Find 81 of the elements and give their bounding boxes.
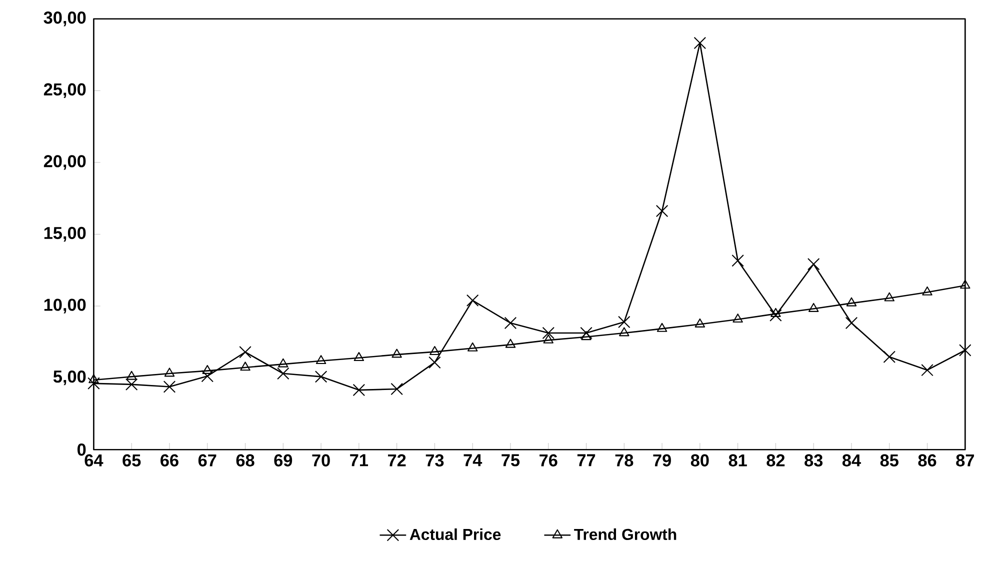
point: [732, 254, 744, 267]
point: [922, 286, 932, 296]
x-tick-label: 71: [350, 454, 368, 466]
y-tick-label: 10,00: [44, 298, 86, 314]
point: [392, 348, 402, 358]
x-tick-label: 79: [653, 454, 671, 467]
point: [732, 314, 743, 323]
point: [390, 383, 403, 396]
point: [505, 338, 516, 348]
point: [201, 370, 214, 382]
point: [504, 316, 517, 330]
legend-label: Trend Growth: [574, 528, 676, 540]
point: [467, 342, 478, 352]
x-tick-label: 83: [804, 454, 823, 467]
x-tick-label: 69: [274, 454, 292, 467]
point: [88, 377, 100, 390]
point: [316, 355, 326, 364]
x-tick-label: 72: [388, 454, 406, 466]
point: [846, 297, 857, 306]
y-tick-label: 30,00: [44, 12, 86, 26]
point: [845, 316, 858, 330]
point: [352, 384, 366, 396]
y-tick-label: 25,00: [44, 83, 86, 98]
point: [618, 316, 630, 328]
x-tick-label: 64: [84, 454, 104, 467]
point: [807, 258, 820, 270]
point: [88, 374, 99, 384]
point: [239, 346, 252, 358]
point: [656, 204, 668, 218]
point: [240, 362, 250, 371]
x-tick-label: 75: [502, 454, 520, 466]
point: [164, 368, 175, 377]
y-tick-label: 20,00: [44, 155, 86, 170]
point: [163, 380, 176, 393]
x-tick-label: 67: [198, 454, 216, 467]
point: [542, 327, 555, 340]
point: [694, 36, 706, 50]
x-tick-label: 73: [426, 454, 444, 467]
point: [126, 370, 137, 380]
point: [278, 358, 288, 368]
point: [314, 370, 328, 383]
point: [619, 327, 630, 336]
point: [581, 331, 592, 340]
point: [921, 364, 934, 376]
x-tick-label: 70: [312, 454, 330, 467]
point: [354, 352, 364, 362]
point: [466, 294, 479, 307]
x-tick-label: 82: [766, 454, 785, 467]
point: [883, 350, 896, 364]
x-tick-label: 86: [918, 454, 936, 467]
x-tick-label: 80: [690, 454, 709, 467]
x-tick-label: 78: [615, 454, 634, 467]
x-tick-label: 87: [956, 454, 974, 467]
legend-label: Actual Price: [410, 528, 501, 540]
point: [580, 327, 592, 340]
x-tick-label: 77: [577, 454, 596, 466]
x-tick-label: 65: [122, 454, 141, 467]
x-tick-label: 85: [880, 454, 898, 467]
x-tick-label: 68: [236, 454, 254, 467]
point: [770, 309, 782, 322]
point: [808, 303, 819, 312]
x-tick-label: 81: [728, 454, 747, 467]
y-tick-label: 15,00: [44, 227, 86, 242]
point: [202, 365, 212, 374]
point: [656, 323, 668, 332]
y-tick-label: 0: [78, 444, 86, 456]
x-tick-label: 74: [464, 454, 482, 466]
x-tick-label: 84: [842, 454, 861, 467]
x-tick-label: 66: [160, 454, 178, 467]
x-tick-label: 76: [540, 454, 558, 467]
point: [430, 346, 440, 356]
point: [125, 378, 138, 391]
point: [770, 308, 781, 318]
point: [960, 280, 970, 289]
point: [277, 368, 290, 380]
point: [428, 356, 441, 369]
point: [694, 318, 706, 328]
point: [959, 344, 972, 357]
point: [543, 334, 554, 344]
point: [884, 292, 894, 302]
y-tick-label: 5,00: [53, 370, 86, 386]
